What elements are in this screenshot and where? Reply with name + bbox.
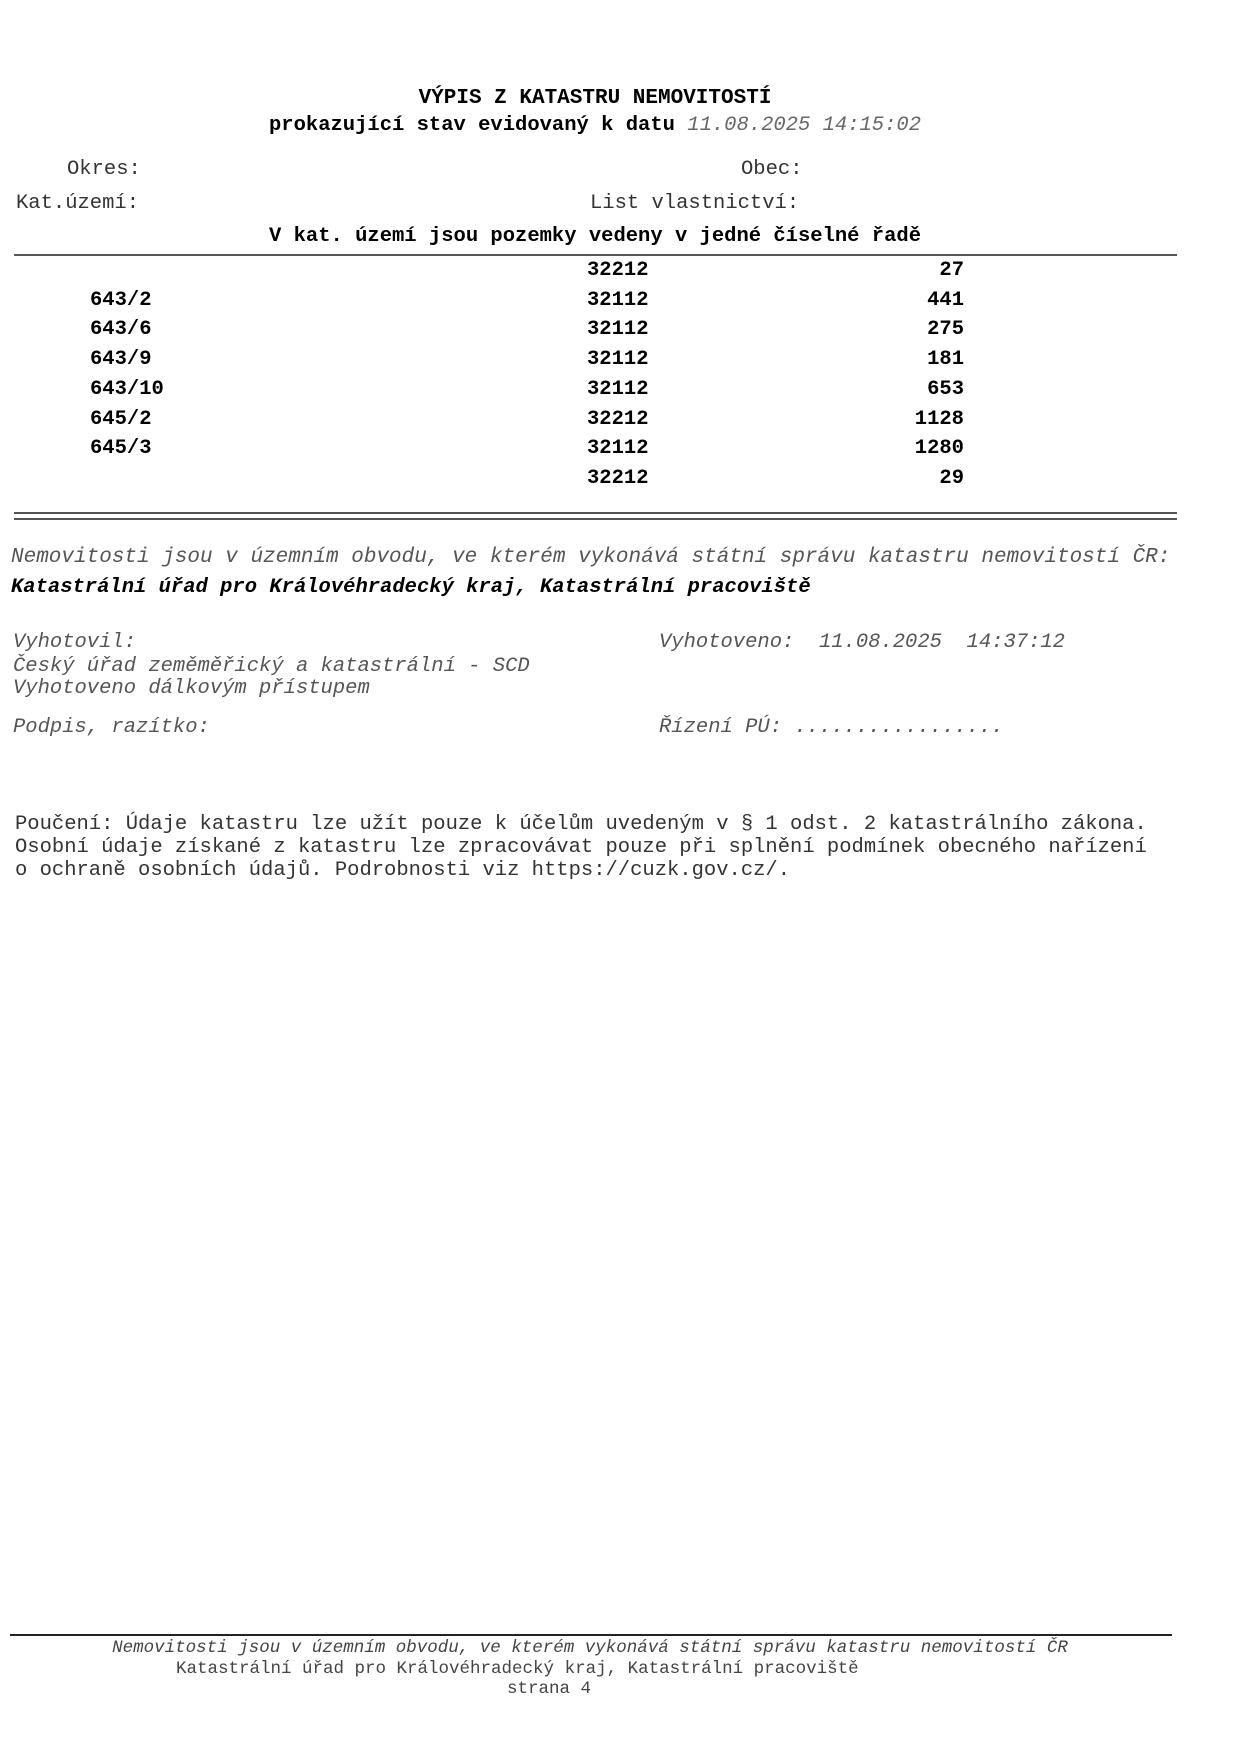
- land-type-code: 32112: [587, 318, 649, 342]
- parcel-number: 643/2: [90, 288, 152, 312]
- parcel-number: 643/9: [90, 348, 152, 372]
- double-divider-top: [14, 512, 1177, 514]
- remote-note: Vyhotoveno dálkovým přístupem: [13, 677, 370, 700]
- notice-line: o ochraně osobních údajů. Podrobnosti vi…: [15, 859, 791, 882]
- land-type-code: 32212: [587, 407, 649, 431]
- subtitle-date: 11.08.2025 14:15:02: [687, 114, 922, 137]
- parcel-area: 653: [927, 377, 964, 401]
- land-type-code: 32112: [587, 348, 649, 372]
- list-vlastnictvi-label: List vlastnictví:: [590, 192, 800, 215]
- parcel-area: 27: [939, 259, 964, 282]
- parcel-area: 275: [927, 318, 964, 342]
- land-type-code: 32112: [587, 437, 649, 461]
- footer-line2: Katastrální úřad pro Královéhradecký kra…: [176, 1659, 859, 1679]
- parcel-area: 1280: [914, 437, 964, 461]
- vyhotovil-value: Český úřad zeměměřický a katastrální - S…: [13, 655, 530, 678]
- notice-line: Poučení: Údaje katastru lze užít pouze k…: [15, 813, 1147, 836]
- rizeni-value: .................: [794, 716, 1004, 739]
- land-type-code: 32212: [587, 259, 649, 282]
- parcel-number: 643/10: [90, 377, 164, 401]
- land-type-code: 32112: [587, 377, 649, 401]
- document-subtitle: prokazující stav evidovaný k datu 11.08.…: [0, 114, 1190, 137]
- kat-uzemi-label: Kat.území:: [16, 192, 140, 215]
- office-name: Katastrální úřad pro Královéhradecký kra…: [11, 576, 811, 599]
- document-title: VÝPIS Z KATASTRU NEMOVITOSTÍ: [418, 87, 772, 110]
- footer-line1: Nemovitosti jsou v územním obvodu, ve kt…: [112, 1638, 1068, 1658]
- rizeni: Řízení PÚ: .................: [659, 716, 1004, 739]
- vyhotoveno: Vyhotoveno: 11.08.2025 14:37:12: [659, 631, 1065, 654]
- okres-label: Okres:: [67, 158, 141, 181]
- subtitle-prefix: prokazující stav evidovaný k datu: [268, 114, 675, 137]
- land-type-code: 32112: [587, 288, 649, 312]
- parcel-area: 29: [939, 466, 964, 490]
- parcel-number: 645/2: [90, 407, 152, 431]
- double-divider-bottom: [14, 518, 1177, 520]
- land-type-code: 32212: [587, 466, 649, 490]
- parcel-number: 643/6: [90, 318, 152, 342]
- footer-page: strana 4: [507, 1679, 592, 1699]
- footer-divider: [10, 1634, 1172, 1636]
- vyhotovil-label: Vyhotovil:: [13, 631, 137, 654]
- vyhotoveno-label: Vyhotoveno:: [659, 631, 795, 654]
- obec-label: Obec:: [741, 158, 803, 181]
- rizeni-label: Řízení PÚ:: [659, 716, 783, 739]
- parcel-area: 1128: [914, 407, 964, 431]
- parcel-area: 181: [927, 348, 964, 372]
- divider: [14, 254, 1177, 256]
- vyhotoveno-value: 11.08.2025 14:37:12: [818, 631, 1065, 654]
- section-title: V kat. území jsou pozemky vedeny v jedné…: [268, 225, 921, 248]
- parcel-number: 645/3: [90, 437, 152, 461]
- office-intro: Nemovitosti jsou v územním obvodu, ve kt…: [11, 546, 1171, 569]
- signature-label: Podpis, razítko:: [13, 716, 210, 739]
- parcel-area: 441: [927, 288, 964, 312]
- notice-line: Osobní údaje získané z katastru lze zpra…: [15, 836, 1147, 859]
